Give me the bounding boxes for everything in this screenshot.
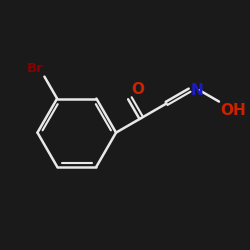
Text: Br: Br: [26, 62, 43, 75]
Text: N: N: [190, 83, 203, 98]
Text: OH: OH: [220, 103, 246, 118]
Text: O: O: [131, 82, 144, 97]
